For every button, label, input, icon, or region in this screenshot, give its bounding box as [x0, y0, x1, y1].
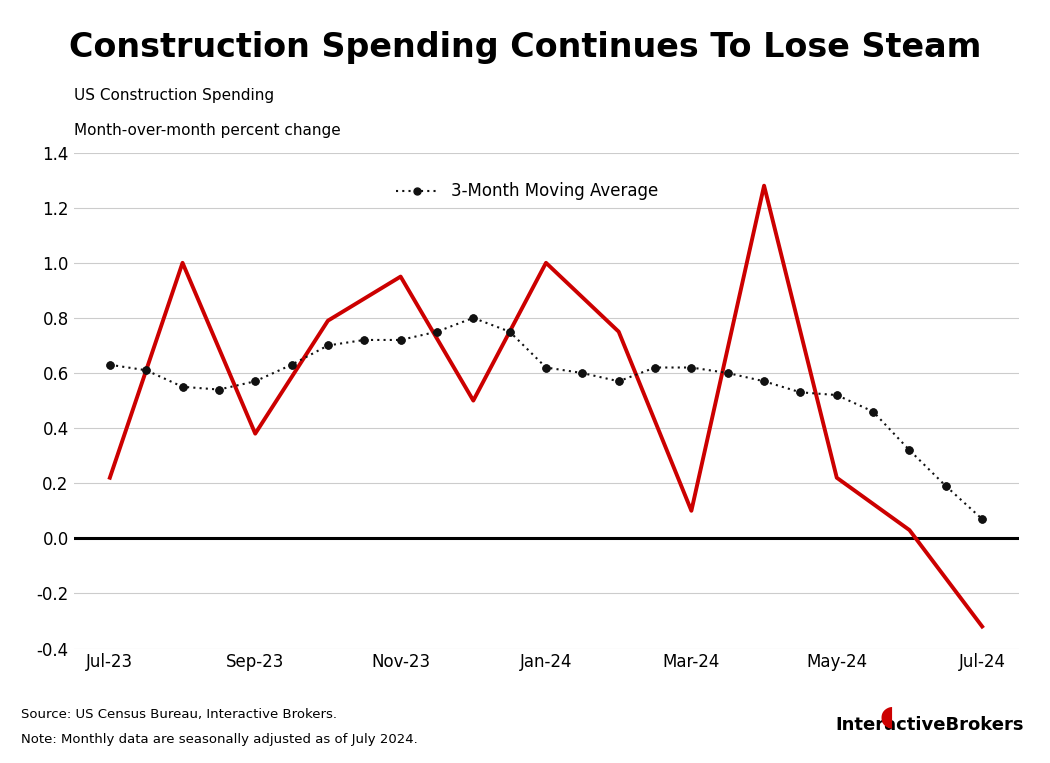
Text: Construction Spending Continues To Lose Steam: Construction Spending Continues To Lose … [69, 31, 981, 63]
Legend: 3-Month Moving Average: 3-Month Moving Average [390, 175, 665, 207]
Text: Month-over-month percent change: Month-over-month percent change [74, 123, 340, 138]
Text: Source: US Census Bureau, Interactive Brokers.: Source: US Census Bureau, Interactive Br… [21, 708, 337, 721]
Text: Note: Monthly data are seasonally adjusted as of July 2024.: Note: Monthly data are seasonally adjust… [21, 733, 418, 746]
Text: InteractiveBrokers: InteractiveBrokers [835, 716, 1024, 734]
Text: ◖: ◖ [880, 702, 895, 730]
Text: US Construction Spending: US Construction Spending [74, 89, 274, 103]
